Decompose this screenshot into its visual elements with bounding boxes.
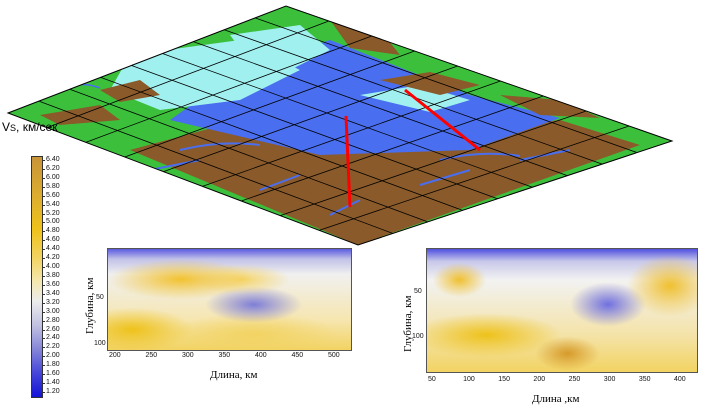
map-grid-line [202, 80, 501, 187]
colorbar-tick [42, 293, 45, 295]
profile-line-left [344, 115, 352, 208]
map-grid-line [85, 35, 372, 143]
colorbar-tick [42, 160, 45, 161]
map-grid-line [280, 110, 587, 217]
colorbar-tick [42, 204, 45, 206]
colorbar-tick [42, 347, 45, 349]
colorbar-label: 3.60 [46, 280, 60, 288]
relief-map-3d [6, 5, 674, 246]
x-tick-label: 400 [674, 376, 686, 383]
colorbar-label: 6.40 [46, 156, 60, 163]
map-grid-line [193, 41, 568, 177]
colorbar-label: 5.60 [46, 191, 60, 199]
colorbar-label: 2.80 [46, 316, 60, 324]
colorbar-label: 1.60 [46, 370, 60, 378]
colorbar-tick [42, 383, 45, 385]
colorbar-label: 4.20 [46, 254, 60, 262]
colorbar-label: 6.20 [46, 164, 60, 172]
x-tick-label: 250 [568, 376, 581, 383]
map-grid-line [241, 95, 544, 202]
colorbar-tick [42, 231, 45, 233]
colorbar-label: 1.80 [46, 361, 60, 369]
colorbar-tick [42, 186, 45, 188]
x-tick-label: 300 [603, 376, 616, 383]
colorbar-title: VS, км/сек [2, 120, 58, 134]
x-tick-label: 200 [109, 352, 121, 359]
map-grid-line [69, 88, 428, 223]
colorbar-label: 5.00 [46, 218, 60, 226]
x-tick-label: 150 [498, 376, 510, 383]
map-grid-line [46, 20, 330, 129]
colorbar-tick [42, 320, 45, 322]
colorbar-tick [42, 177, 45, 179]
colorbar-label: 5.80 [46, 182, 60, 190]
colorbar-tick [42, 258, 45, 260]
colorbar-tick [42, 240, 45, 242]
map-grid-line [131, 65, 498, 200]
colorbar-tick [42, 374, 45, 376]
map-grid-line [100, 76, 463, 211]
colorbar-tick [42, 267, 45, 269]
right-ytick-50: 50 [414, 288, 422, 295]
colorbar-scale [31, 156, 43, 398]
right-ytick-100: 100 [412, 333, 424, 340]
profile-line-right [404, 88, 481, 152]
colorbar-label: 4.40 [46, 245, 60, 253]
colorbar-label: 5.40 [46, 200, 60, 208]
left-ytick-100: 100 [94, 340, 106, 347]
map-grid-line [163, 65, 458, 173]
x-tick-label: 350 [218, 352, 231, 359]
colorbar-label: 2.20 [46, 343, 60, 351]
colorbar-label: 2.00 [46, 352, 60, 360]
colorbar-tick [42, 222, 45, 224]
right-ylabel: Глубина, км [402, 295, 414, 352]
x-tick-label: 100 [463, 376, 475, 383]
colorbar-tick [42, 249, 45, 251]
colorbar-label: 2.40 [46, 334, 60, 342]
x-tick-label: 350 [638, 376, 651, 383]
colorbar-tick [42, 168, 45, 170]
map-grid-line [38, 100, 394, 234]
colorbar-tick [42, 365, 45, 367]
colorbar-label: 4.80 [46, 227, 60, 235]
x-tick-label: 300 [182, 352, 194, 359]
colorbar-tick [42, 329, 45, 331]
map-grid-line [254, 17, 638, 153]
colorbar-label: 3.40 [46, 289, 60, 297]
x-tick-label: 250 [145, 352, 158, 359]
colorbar-label: 3.20 [46, 298, 60, 306]
x-tick-label: 50 [428, 376, 436, 383]
colorbar-label: 1.40 [46, 379, 60, 387]
left-ytick-50: 50 [96, 294, 104, 301]
right-xlabel: Длина ,км [532, 393, 580, 405]
colorbar-tick [42, 302, 45, 304]
x-tick-label: 400 [255, 352, 267, 359]
colorbar-tick [42, 356, 45, 358]
colorbar-tick [42, 392, 45, 393]
colorbar-label: 6.00 [46, 173, 60, 181]
colorbar-tick [42, 311, 45, 313]
map-grid-line [318, 125, 630, 231]
map-grid-line [124, 50, 415, 158]
left-ylabel: Глубина, км [84, 277, 96, 334]
colorbar-tick [42, 276, 45, 277]
left-xlabel: Длина, км [210, 369, 258, 381]
x-tick-label: 200 [533, 376, 546, 383]
x-tick-label: 500 [328, 352, 340, 359]
colorbar-tick [42, 338, 45, 340]
velocity-section-right [426, 248, 698, 373]
colorbar-label: 3.80 [46, 272, 60, 279]
velocity-section-left [107, 248, 352, 351]
colorbar-tick [42, 195, 45, 197]
colorbar-label: 4.00 [46, 263, 60, 271]
x-tick-label: 450 [291, 352, 304, 359]
colorbar-label: 5.20 [46, 209, 60, 217]
colorbar-tick [42, 284, 45, 286]
colorbar-tick [42, 213, 45, 215]
colorbar-label: 1.20 [46, 388, 60, 395]
colorbar-label: 3.00 [46, 307, 60, 315]
colorbar-label: 4.60 [46, 236, 60, 244]
colorbar-label: 2.60 [46, 325, 60, 333]
